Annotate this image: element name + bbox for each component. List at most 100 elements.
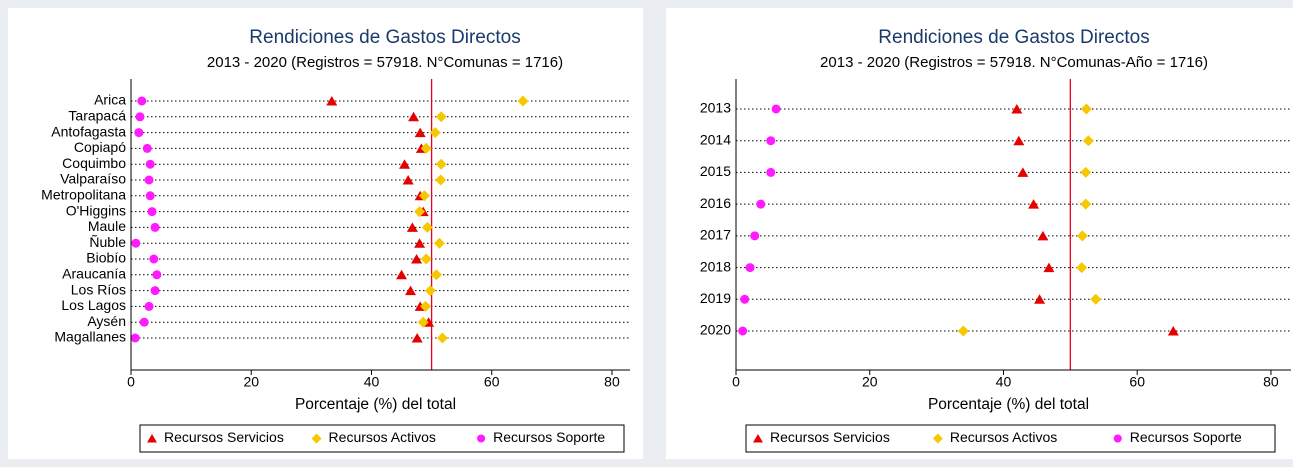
diamond-marker <box>420 142 432 154</box>
diamond-marker <box>932 433 943 444</box>
x-tick-label: 80 <box>604 374 620 390</box>
circle-marker <box>766 136 776 146</box>
triangle-marker <box>326 96 338 106</box>
triangle-marker <box>405 285 417 296</box>
x-tick-label: 40 <box>996 374 1012 390</box>
circle-marker <box>745 263 755 273</box>
y-tick-label: 2018 <box>700 258 731 274</box>
circle-marker <box>144 175 154 185</box>
x-axis-label: Porcentaje (%) del total <box>928 396 1089 413</box>
y-tick-label: 2013 <box>700 100 731 116</box>
circle-marker <box>142 143 152 153</box>
circle-marker <box>477 434 486 443</box>
diamond-marker <box>414 206 426 218</box>
triangle-marker <box>1028 199 1040 209</box>
circle-marker <box>152 270 162 280</box>
diamond-marker <box>435 111 447 123</box>
circle-marker <box>134 128 144 138</box>
diamond-marker <box>1082 135 1094 147</box>
triangle-marker <box>399 159 411 169</box>
x-tick-label: 0 <box>732 374 740 390</box>
y-tick-label: 2016 <box>700 195 731 211</box>
triangle-marker <box>402 175 414 185</box>
diamond-marker <box>517 95 529 107</box>
y-tick-label: 2014 <box>700 131 731 147</box>
diamond-marker <box>424 285 436 297</box>
y-tick-label: Los Lagos <box>61 297 126 313</box>
legend-label: Recursos Servicios <box>770 429 890 445</box>
y-tick-label: 2019 <box>700 290 731 306</box>
diamond-marker <box>1090 293 1102 305</box>
diamond-marker <box>311 433 322 444</box>
y-tick-label: 2015 <box>700 163 731 179</box>
triangle-marker <box>411 254 423 264</box>
x-tick-label: 20 <box>862 374 878 390</box>
diamond-marker <box>1080 198 1092 210</box>
circle-marker <box>150 222 160 232</box>
diamond-marker <box>418 190 430 202</box>
x-axis-label: Porcentaje (%) del total <box>295 396 456 413</box>
y-tick-label: Los Ríos <box>71 281 126 297</box>
circle-marker <box>149 254 159 264</box>
diamond-marker <box>417 316 429 328</box>
x-tick-label: 80 <box>1263 374 1279 390</box>
diamond-marker <box>1076 262 1088 274</box>
diamond-marker <box>433 237 445 249</box>
circle-marker <box>150 286 160 296</box>
triangle-marker <box>753 434 763 443</box>
legend-label: Recursos Soporte <box>493 429 605 445</box>
triangle-marker <box>1034 294 1046 304</box>
triangle-marker <box>1011 104 1023 114</box>
y-tick-label: Ñuble <box>89 234 126 250</box>
diamond-marker <box>420 253 432 265</box>
circle-marker <box>145 159 155 169</box>
triangle-marker <box>406 222 418 232</box>
diamond-marker <box>421 221 433 233</box>
circle-marker <box>144 301 154 311</box>
y-tick-label: 2017 <box>700 227 731 243</box>
legend-label: Recursos Servicios <box>164 429 284 445</box>
diamond-marker <box>430 269 442 281</box>
panel <box>666 8 1293 459</box>
circle-marker <box>771 104 781 114</box>
y-tick-label: Biobío <box>86 250 126 266</box>
circle-marker <box>145 191 155 201</box>
x-tick-label: 40 <box>364 374 380 390</box>
chart-title: Rendiciones de Gastos Directos <box>878 27 1149 48</box>
y-tick-label: 2020 <box>700 322 731 338</box>
y-tick-label: Metropolitana <box>41 187 126 203</box>
triangle-marker <box>414 127 426 138</box>
diamond-marker <box>1076 230 1088 242</box>
diamond-marker <box>1080 166 1092 178</box>
circle-marker <box>756 199 766 209</box>
diamond-marker <box>957 325 969 337</box>
circle-marker <box>135 112 145 122</box>
circle-marker <box>131 238 141 248</box>
y-tick-label: Coquimbo <box>62 155 126 171</box>
circle-marker <box>766 167 776 177</box>
diamond-marker <box>1080 103 1092 115</box>
circle-marker <box>130 333 140 343</box>
x-tick-label: 60 <box>484 374 500 390</box>
triangle-marker <box>396 269 408 280</box>
y-tick-label: Antofagasta <box>51 123 126 139</box>
circle-marker <box>147 207 157 217</box>
y-tick-label: Copiapó <box>74 139 126 155</box>
x-tick-label: 60 <box>1129 374 1145 390</box>
triangle-marker <box>414 238 426 248</box>
y-tick-label: Aysén <box>87 313 126 329</box>
diamond-marker <box>435 158 447 170</box>
y-tick-label: Valparaíso <box>60 171 126 187</box>
y-tick-label: Araucanía <box>62 266 126 282</box>
circle-marker <box>139 317 149 327</box>
y-tick-label: Arica <box>94 92 126 108</box>
panel <box>8 8 643 459</box>
diamond-marker <box>435 174 447 186</box>
y-tick-label: Magallanes <box>54 329 126 345</box>
triangle-marker <box>147 434 157 443</box>
circle-marker <box>750 231 760 241</box>
circle-marker <box>740 294 750 304</box>
diamond-marker <box>436 332 448 344</box>
legend <box>745 424 1276 453</box>
